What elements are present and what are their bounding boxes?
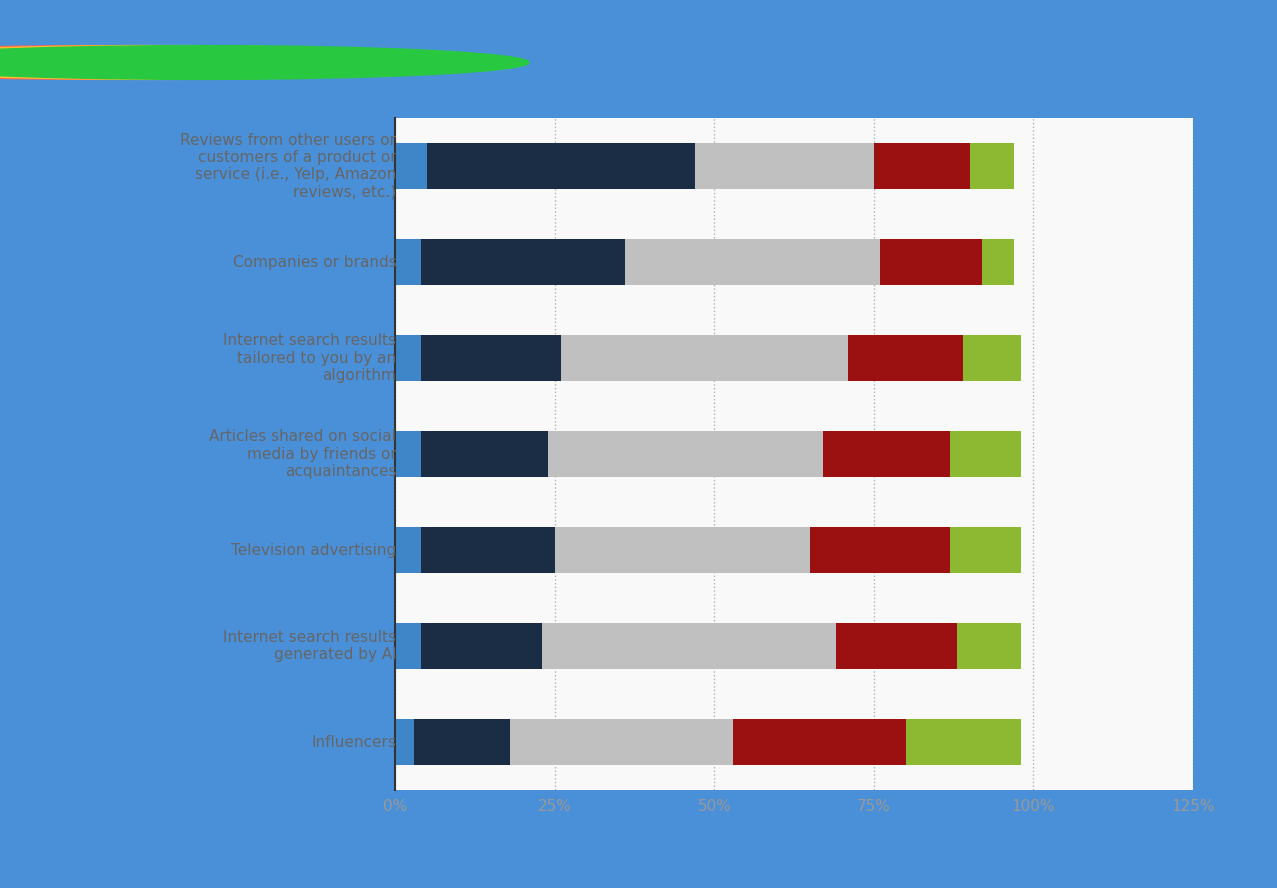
Bar (810, 527, 950, 574)
Bar (541, 623, 835, 670)
Bar (420, 335, 561, 381)
Bar (963, 335, 1020, 381)
Bar (695, 143, 873, 189)
Text: Influencers: Influencers (312, 734, 396, 749)
Bar (905, 719, 1020, 765)
Bar (414, 719, 510, 765)
Bar (395, 527, 420, 574)
Text: Internet search results
generated by AI: Internet search results generated by AI (223, 630, 396, 662)
Bar (950, 432, 1020, 477)
Bar (982, 239, 1014, 285)
Bar (420, 239, 624, 285)
Bar (873, 143, 969, 189)
Bar (822, 432, 950, 477)
Bar (880, 239, 982, 285)
Bar (395, 432, 420, 477)
Bar (395, 143, 427, 189)
Bar (969, 143, 1014, 189)
Bar (395, 623, 420, 670)
Text: Internet search results
tailored to you by an
algorithm: Internet search results tailored to you … (223, 333, 396, 383)
Bar (420, 623, 541, 670)
Bar (956, 623, 1020, 670)
Bar (395, 719, 414, 765)
Circle shape (0, 45, 435, 79)
Bar (510, 719, 733, 765)
Bar (624, 239, 880, 285)
Bar (835, 623, 956, 670)
Text: Reviews from other users or
customers of a product or
service (i.e., Yelp, Amazo: Reviews from other users or customers of… (180, 132, 396, 200)
Text: Television advertising: Television advertising (231, 543, 396, 558)
Bar (561, 335, 848, 381)
Text: Articles shared on social
media by friends or
acquaintances: Articles shared on social media by frien… (209, 429, 396, 480)
Bar (395, 239, 420, 285)
Bar (420, 432, 548, 477)
Bar (548, 432, 822, 477)
Circle shape (0, 45, 483, 79)
Circle shape (0, 45, 529, 79)
Bar (395, 335, 420, 381)
Bar (427, 143, 695, 189)
Bar (554, 527, 810, 574)
Bar (950, 527, 1020, 574)
Bar (848, 335, 963, 381)
Bar (420, 527, 554, 574)
Text: Companies or brands: Companies or brands (232, 255, 396, 270)
Bar (733, 719, 905, 765)
